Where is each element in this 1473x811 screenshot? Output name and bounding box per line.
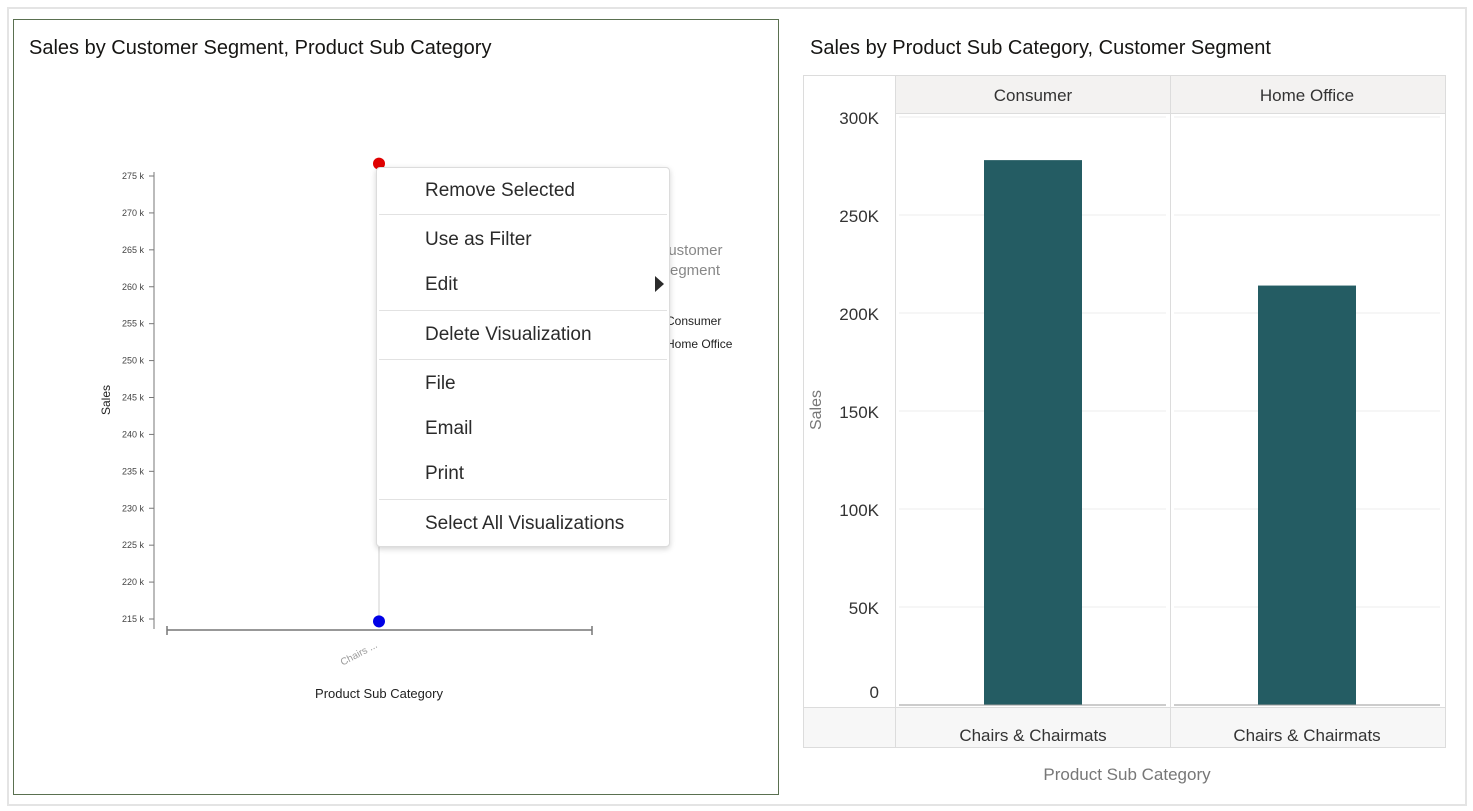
scatter-visualization-panel[interactable] <box>13 19 779 795</box>
menu-item-label: Print <box>425 463 465 484</box>
y-tick-label: 215 k <box>122 614 145 624</box>
y-tick-label: 265 k <box>122 245 145 255</box>
data-point-home-office[interactable] <box>373 615 385 628</box>
menu-item-delete-visualization[interactable]: Delete Visualization <box>377 315 669 355</box>
y-axis-label: Sales <box>99 385 113 415</box>
scatter-visualization-title: Sales by Customer Segment, Product Sub C… <box>29 37 492 59</box>
legend-title-line1: Customer <box>657 242 722 259</box>
y-tick-label: 240 k <box>122 429 145 439</box>
context-menu: Remove Selected Use as Filter Edit Delet… <box>376 167 670 547</box>
y-tick-label: 230 k <box>122 503 145 513</box>
menu-item-use-as-filter[interactable]: Use as Filter <box>377 220 669 260</box>
menu-item-label: Remove Selected <box>425 180 575 201</box>
y-tick-label: 260 k <box>122 282 145 292</box>
y-tick-label: 225 k <box>122 540 145 550</box>
menu-item-label: Select All Visualizations <box>425 513 625 534</box>
menu-item-label: Delete Visualization <box>425 324 592 345</box>
menu-separator <box>379 359 667 360</box>
menu-item-print[interactable]: Print <box>377 454 669 494</box>
y-tick-label: 220 k <box>122 577 145 587</box>
data-point-consumer[interactable] <box>373 157 385 170</box>
y-tick-label: 245 k <box>122 393 145 403</box>
menu-separator <box>379 214 667 215</box>
legend-item-consumer[interactable]: Consumer <box>666 314 721 328</box>
y-tick-label: 250 k <box>122 356 145 366</box>
legend-title-line2: Segment <box>660 262 721 279</box>
canvas-frame <box>7 7 1467 806</box>
menu-item-label: Edit <box>425 274 458 295</box>
menu-item-select-all-visualizations[interactable]: Select All Visualizations <box>377 504 669 544</box>
legend-item-home-office[interactable]: Home Office <box>666 337 733 351</box>
y-tick-label: 235 k <box>122 466 145 476</box>
menu-item-label: File <box>425 373 456 394</box>
menu-item-edit[interactable]: Edit <box>377 265 669 305</box>
menu-item-email[interactable]: Email <box>377 409 669 449</box>
menu-item-remove-selected[interactable]: Remove Selected <box>377 171 669 211</box>
menu-separator <box>379 499 667 500</box>
submenu-arrow-icon <box>655 276 664 292</box>
menu-item-file[interactable]: File <box>377 364 669 404</box>
menu-item-label: Use as Filter <box>425 229 532 250</box>
bar-visualization-title: Sales by Product Sub Category, Customer … <box>810 37 1271 59</box>
menu-item-label: Email <box>425 418 473 439</box>
x-axis-label: Product Sub Category <box>315 686 443 701</box>
y-tick-label: 270 k <box>122 208 145 218</box>
y-tick-label: 255 k <box>122 319 145 329</box>
y-tick-label: 275 k <box>122 171 145 181</box>
menu-separator <box>379 310 667 311</box>
x-tick-label: Chairs ... <box>339 640 379 668</box>
